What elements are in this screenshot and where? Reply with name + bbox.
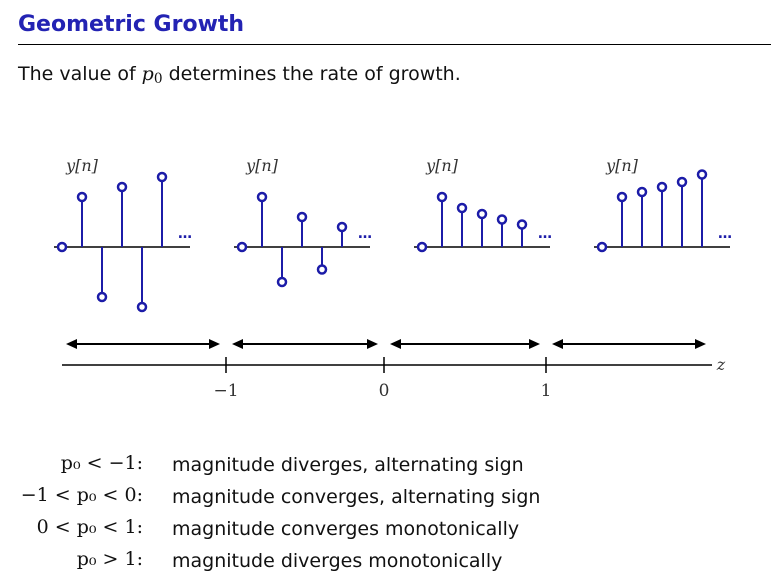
range-arrow-head-right	[529, 339, 540, 349]
z-axis: −1 0 1 z	[62, 339, 726, 401]
stem-marker	[416, 241, 428, 253]
stem-plot-label: y[n]	[65, 156, 99, 175]
stem-plot-panel: y[n] …	[54, 156, 192, 313]
intro-symbol: p0	[141, 63, 163, 88]
case-condition: p₀ > 1:	[76, 548, 143, 570]
stem-marker	[456, 202, 468, 214]
stem-marker	[696, 169, 708, 180]
geometric-growth-figure: y[n] … y[n] … y[n] … y[n] … −1 0 1 z	[54, 156, 732, 401]
stem-marker	[96, 291, 108, 303]
case-row: p₀ > 1: magnitude diverges monotonically	[0, 548, 771, 578]
intro-subscript: 0	[153, 71, 163, 88]
case-condition: p₀ < −1:	[60, 452, 143, 474]
stem-plot-label: y[n]	[245, 156, 279, 175]
stem-plot-label: y[n]	[605, 156, 639, 175]
z-axis-name: z	[716, 355, 726, 374]
stem-marker	[116, 181, 128, 193]
stem-marker	[676, 176, 688, 188]
stem-plot-label: y[n]	[425, 156, 459, 175]
stem-ellipsis: …	[538, 226, 552, 242]
range-arrow-head-left	[66, 339, 77, 349]
case-description: magnitude diverges monotonically	[172, 550, 503, 572]
stem-marker	[56, 241, 68, 253]
range-arrow-head-left	[232, 339, 243, 349]
stem-marker	[156, 171, 168, 183]
stem-marker	[656, 181, 668, 193]
stem-marker	[296, 211, 308, 223]
intro-before: The value of	[18, 63, 142, 85]
stem-marker	[476, 208, 488, 220]
range-arrow-head-left	[552, 339, 563, 349]
stem-marker	[636, 186, 648, 198]
intro-after: determines the rate of growth.	[162, 63, 461, 85]
z-axis-tick-label: 1	[541, 381, 552, 401]
z-axis-tick-label: −1	[213, 381, 238, 401]
intro-sentence: The value of p0 determines the rate of g…	[18, 63, 461, 88]
range-arrow-head-right	[209, 339, 220, 349]
title-rule	[18, 44, 771, 45]
intro-symbol-p: p	[141, 63, 154, 85]
stem-marker	[516, 219, 528, 230]
range-arrow-head-right	[695, 339, 706, 349]
case-description: magnitude diverges, alternating sign	[172, 454, 524, 476]
stem-ellipsis: …	[178, 226, 192, 242]
stem-plot-panel: y[n] …	[414, 156, 552, 253]
case-description: magnitude converges, alternating sign	[172, 486, 541, 508]
stem-marker	[336, 221, 348, 233]
stem-ellipsis: …	[358, 226, 372, 242]
stem-marker	[236, 241, 248, 253]
range-arrow-head-left	[390, 339, 401, 349]
case-row: −1 < p₀ < 0: magnitude converges, altern…	[0, 484, 771, 514]
stem-marker	[436, 191, 448, 203]
z-axis-tick-label: 0	[379, 381, 390, 401]
stem-marker	[596, 241, 608, 253]
stem-marker	[136, 301, 148, 313]
stem-marker	[316, 264, 328, 275]
slide-title: Geometric Growth	[18, 12, 245, 37]
range-arrow-head-right	[367, 339, 378, 349]
stem-marker	[276, 276, 288, 288]
case-condition: 0 < p₀ < 1:	[36, 516, 143, 538]
case-row: 0 < p₀ < 1: magnitude converges monotoni…	[0, 516, 771, 546]
stem-marker	[616, 191, 628, 203]
case-condition: −1 < p₀ < 0:	[20, 484, 143, 506]
stem-marker	[76, 191, 88, 203]
stem-marker	[256, 191, 268, 203]
stem-plots: y[n] … y[n] … y[n] … y[n] …	[54, 156, 732, 313]
stem-ellipsis: …	[718, 226, 732, 242]
case-description: magnitude converges monotonically	[172, 518, 520, 540]
stem-marker	[496, 214, 508, 225]
case-row: p₀ < −1: magnitude diverges, alternating…	[0, 452, 771, 482]
stem-plot-panel: y[n] …	[234, 156, 372, 288]
stem-plot-panel: y[n] …	[594, 156, 732, 253]
